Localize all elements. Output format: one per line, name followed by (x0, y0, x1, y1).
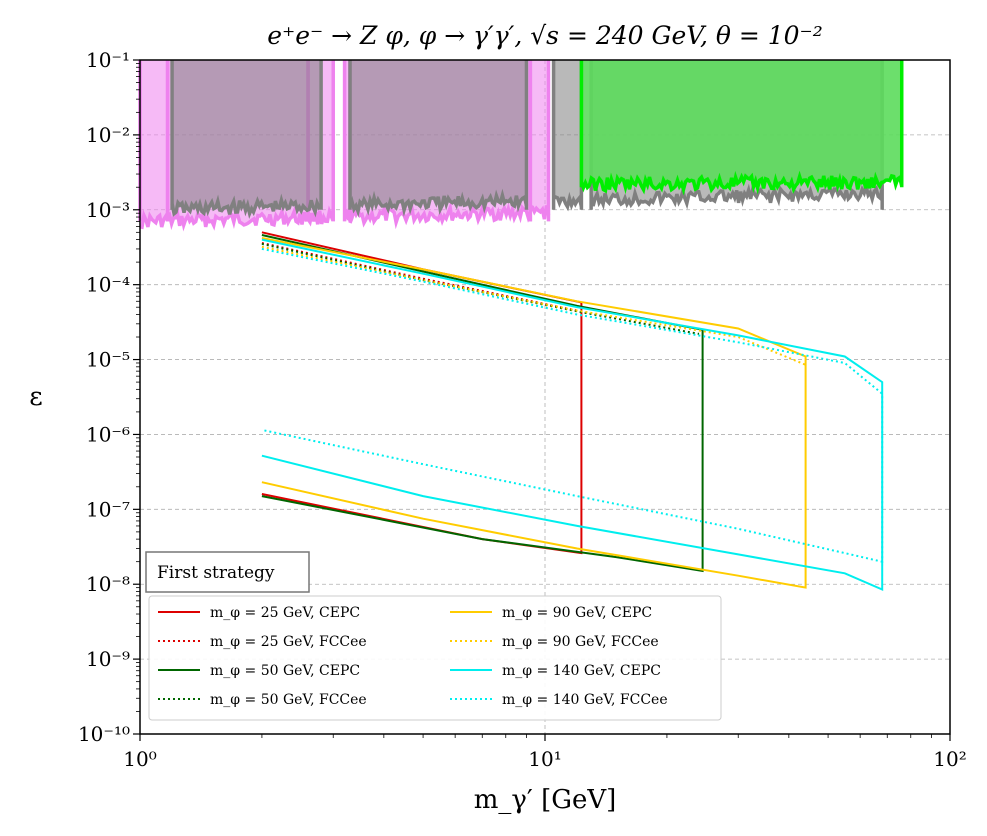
excluded-region-edge (166, 205, 309, 232)
series-lines (261, 231, 884, 592)
excluded-region-edge (589, 180, 884, 211)
x-axis-title: m_γ′ [GeV] (474, 785, 617, 815)
legend-label-5: m_φ = 90 GeV, FCCee (502, 634, 659, 650)
legend-label-2: m_φ = 50 GeV, CEPC (210, 663, 360, 679)
series-line-5 (261, 245, 806, 366)
legend-box (148, 595, 722, 721)
legend-label-6: m_φ = 140 GeV, CEPC (502, 663, 661, 679)
strategy-label: First strategy (157, 563, 275, 583)
legend-label-1: m_φ = 25 GeV, FCCee (210, 634, 367, 650)
excluded-region-edge (306, 205, 335, 227)
y-tick-label: 10⁻¹ (86, 48, 130, 72)
series-line-3 (261, 242, 700, 335)
legend-label-3: m_φ = 50 GeV, FCCee (210, 692, 367, 708)
x-tick-label: 10⁰ (123, 747, 156, 771)
legend-label-4: m_φ = 90 GeV, CEPC (502, 605, 652, 621)
chart-title: e⁺e⁻ → Z φ, φ → γ′γ′, √s = 240 GeV, θ = … (267, 21, 823, 50)
excluded-region-fill (349, 60, 527, 212)
y-tick-label: 10⁻² (86, 123, 130, 147)
legend-label-0: m_φ = 25 GeV, CEPC (210, 605, 360, 621)
excluded-regions (138, 60, 904, 232)
y-tick-label: 10⁻⁴ (86, 273, 130, 297)
y-tick-label: 10⁻⁸ (86, 572, 130, 596)
y-tick-label: 10⁻⁵ (86, 348, 130, 372)
y-tick-label: 10⁻³ (86, 198, 130, 222)
legend: m_φ = 25 GeV, CEPC m_φ = 25 GeV, FCCee m_φ… (148, 595, 722, 721)
excluded-region-fill (530, 60, 549, 222)
excluded-region-fill (581, 60, 902, 191)
x-tick-label: 10² (933, 747, 966, 771)
excluded-region-edge (139, 209, 170, 230)
excluded-region-edge (529, 204, 551, 220)
excluded-region-edge (348, 188, 529, 218)
y-tick-label: 10⁻⁹ (86, 647, 130, 671)
excluded-region-fill (553, 60, 582, 210)
legend-label-7: m_φ = 140 GeV, FCCee (502, 692, 668, 708)
excluded-region-fill (140, 60, 168, 228)
series-line-4 (261, 237, 807, 589)
excluded-region-fill (172, 60, 322, 215)
y-tick-label: 10⁻⁷ (86, 497, 130, 521)
excluded-region-edge (348, 201, 532, 230)
x-tick-label: 10¹ (528, 747, 561, 771)
y-axis-title: ε (29, 382, 42, 412)
series-line-7 (261, 247, 884, 563)
axis-ticks: 10⁰ 10¹ 10² 10⁻¹⁰ 10⁻⁹ 10⁻⁸ 10⁻⁷ 10⁻⁶ 10⁻⁵ 10⁻⁴ 10… (78, 48, 967, 771)
y-tick-label: 10⁻¹⁰ (78, 722, 130, 746)
excluded-region-edge (170, 193, 323, 219)
series-line-2 (261, 234, 704, 573)
series-line-6 (261, 238, 884, 592)
strategy-annotation: First strategy (145, 551, 310, 593)
excluded-region-edge (552, 191, 584, 212)
excluded-region-edge (579, 170, 904, 196)
y-tick-label: 10⁻⁶ (86, 422, 130, 446)
series-line-1 (261, 242, 578, 312)
